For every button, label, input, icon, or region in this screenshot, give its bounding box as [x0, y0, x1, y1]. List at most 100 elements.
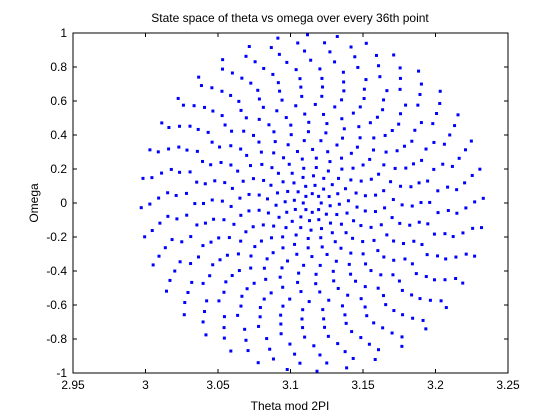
- data-point: [230, 186, 234, 190]
- data-point: [188, 170, 192, 174]
- data-point: [319, 201, 323, 205]
- data-point: [314, 166, 318, 170]
- data-point: [189, 262, 193, 266]
- data-point: [196, 255, 200, 259]
- data-point: [242, 129, 246, 133]
- data-point: [410, 262, 414, 266]
- data-point: [359, 179, 363, 183]
- data-point: [361, 163, 365, 167]
- data-point: [274, 203, 278, 207]
- data-point: [359, 297, 363, 301]
- data-point: [349, 272, 353, 276]
- data-point: [364, 78, 368, 82]
- y-tick-label: 0: [60, 196, 67, 210]
- data-point: [276, 36, 280, 40]
- data-point: [349, 251, 353, 255]
- data-point: [461, 231, 465, 235]
- data-point: [320, 76, 324, 80]
- y-axis-label: Omega: [27, 183, 41, 223]
- data-point: [318, 67, 322, 71]
- data-point: [236, 313, 240, 317]
- data-point: [279, 313, 283, 317]
- data-point: [344, 321, 348, 325]
- data-point: [239, 239, 243, 243]
- data-point: [273, 140, 277, 144]
- data-point: [245, 153, 249, 157]
- data-point: [202, 201, 205, 205]
- data-point: [289, 133, 293, 137]
- data-point: [237, 269, 241, 273]
- data-point: [355, 145, 359, 149]
- data-point: [150, 176, 154, 180]
- data-point: [343, 350, 347, 354]
- data-point: [157, 196, 161, 200]
- data-point: [257, 117, 261, 121]
- data-point: [201, 320, 205, 324]
- data-point: [262, 178, 266, 182]
- data-point: [349, 151, 353, 155]
- data-point: [300, 94, 304, 98]
- data-point: [210, 86, 214, 90]
- data-point: [454, 255, 458, 259]
- data-point: [209, 240, 213, 244]
- data-point: [397, 122, 401, 126]
- data-point: [320, 94, 324, 98]
- data-point: [281, 246, 285, 250]
- data-point: [271, 251, 275, 255]
- data-point: [457, 156, 461, 160]
- data-point: [444, 306, 448, 310]
- data-point: [160, 121, 164, 125]
- data-point: [379, 223, 383, 227]
- data-point: [313, 102, 317, 106]
- data-point: [389, 180, 393, 184]
- data-point: [269, 291, 273, 295]
- data-point: [253, 60, 257, 64]
- data-point: [181, 103, 185, 107]
- data-point: [303, 335, 307, 339]
- data-point: [148, 202, 152, 206]
- data-point: [223, 123, 227, 127]
- data-point: [331, 269, 335, 273]
- data-point: [182, 313, 186, 317]
- data-point: [419, 121, 423, 125]
- data-point: [352, 219, 356, 223]
- data-point: [417, 69, 421, 73]
- data-point: [218, 145, 222, 149]
- data-point: [478, 167, 482, 171]
- data-point: [219, 160, 223, 164]
- data-point: [322, 176, 326, 180]
- data-point: [353, 55, 357, 59]
- data-point: [442, 142, 446, 146]
- data-point: [288, 342, 292, 346]
- data-point: [340, 156, 344, 160]
- data-point: [201, 159, 205, 163]
- data-point: [249, 81, 253, 85]
- data-point: [446, 185, 450, 189]
- data-point: [229, 204, 233, 208]
- data-point: [271, 72, 275, 76]
- data-point: [265, 337, 269, 341]
- data-point: [170, 238, 174, 242]
- data-point: [314, 282, 318, 286]
- data-point: [310, 210, 314, 214]
- data-point: [245, 287, 249, 291]
- data-point: [286, 189, 290, 193]
- data-point: [166, 214, 170, 218]
- data-point: [256, 361, 260, 365]
- data-point: [295, 150, 299, 154]
- data-point: [363, 194, 367, 198]
- data-point: [282, 156, 286, 160]
- data-point: [377, 348, 380, 352]
- data-point: [368, 121, 372, 125]
- data-point: [340, 304, 344, 308]
- data-point: [277, 215, 281, 219]
- data-point: [411, 162, 415, 166]
- data-point: [424, 147, 428, 151]
- data-point: [166, 191, 170, 195]
- data-point: [362, 97, 366, 101]
- data-point: [141, 176, 145, 180]
- data-point: [342, 89, 346, 93]
- data-point: [160, 171, 164, 175]
- data-point: [409, 185, 413, 189]
- y-tick-label: -0.6: [46, 298, 67, 312]
